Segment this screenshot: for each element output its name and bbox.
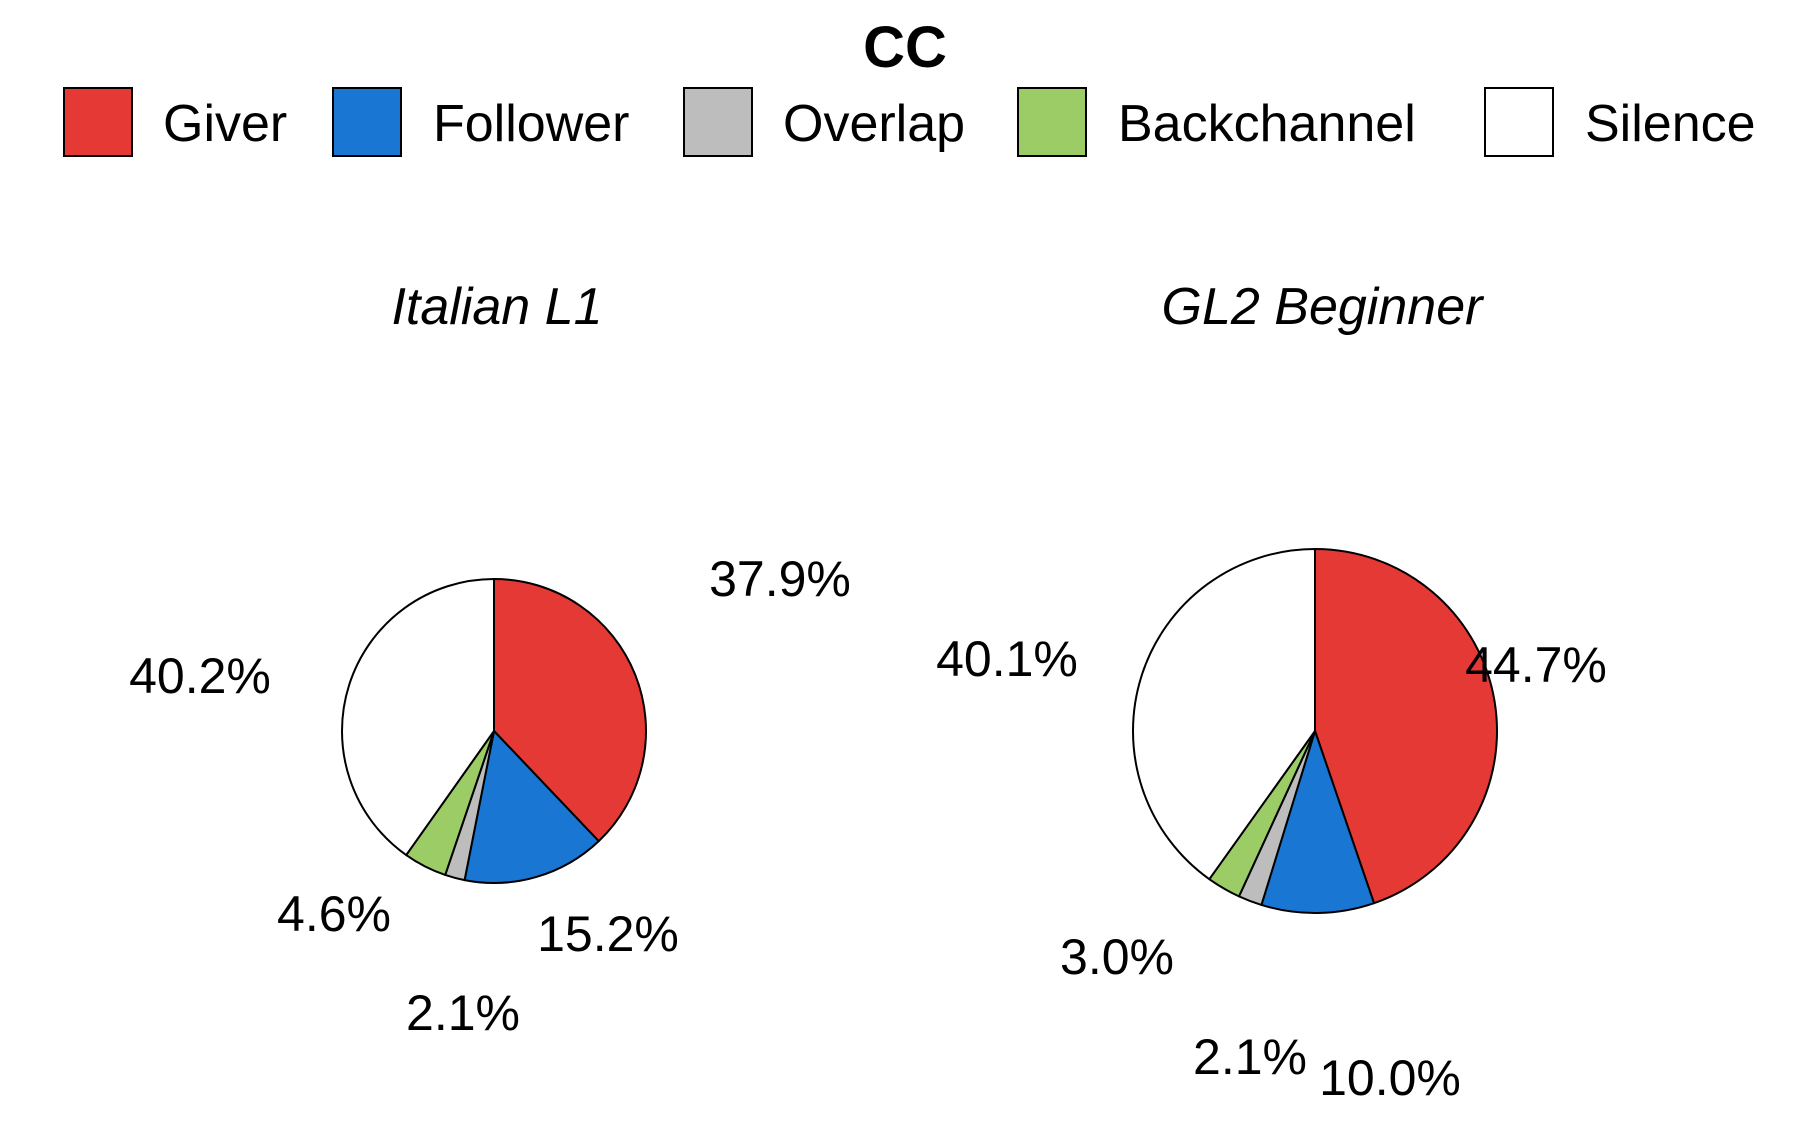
pie-slice-giver <box>1314 548 1498 905</box>
legend-label-giver: Giver <box>163 95 287 153</box>
pie-label-backchannel: 4.6% <box>277 886 391 942</box>
pie-label-silence: 40.2% <box>129 648 271 704</box>
pie-label-backchannel: 3.0% <box>1060 929 1174 985</box>
pie-slice-follower <box>463 730 600 884</box>
legend: Giver Follower Overlap Backchannel Silen… <box>63 87 1756 157</box>
pie-label-giver: 44.7% <box>1465 637 1607 693</box>
pie-label-follower: 15.2% <box>537 906 679 962</box>
pie-slice-silence <box>341 578 495 857</box>
pie-title-gl2-beginner: GL2 Beginner <box>1162 278 1486 336</box>
figure-title: CC <box>863 15 947 80</box>
pie-slice-silence <box>1132 548 1316 881</box>
pie-label-follower: 10.0% <box>1319 1050 1461 1106</box>
pie-title-italian-l1: Italian L1 <box>391 278 602 336</box>
legend-swatch-giver <box>63 87 133 157</box>
pie-slice-follower <box>1260 730 1376 914</box>
pie-gl2-beginner: 44.7% 10.0%2.1% 3.0% 40.1% <box>936 548 1607 1106</box>
legend-label-follower: Follower <box>433 95 630 153</box>
legend-swatch-overlap <box>683 87 753 157</box>
pie-label-silence: 40.1% <box>936 631 1078 687</box>
pie-label-overlap: 2.1% <box>406 985 520 1041</box>
legend-label-backchannel: Backchannel <box>1118 95 1416 153</box>
pie-label-overlap: 2.1% <box>1193 1029 1307 1085</box>
pie-slice-giver <box>493 578 647 843</box>
legend-swatch-backchannel <box>1017 87 1087 157</box>
legend-label-overlap: Overlap <box>783 95 965 153</box>
legend-swatch-silence <box>1484 87 1554 157</box>
pie-italian-l1: 37.9% 15.2% 2.1% 4.6% 40.2% <box>129 551 851 1041</box>
pie-label-giver: 37.9% <box>709 551 851 607</box>
legend-swatch-follower <box>332 87 402 157</box>
legend-label-silence: Silence <box>1585 95 1756 153</box>
